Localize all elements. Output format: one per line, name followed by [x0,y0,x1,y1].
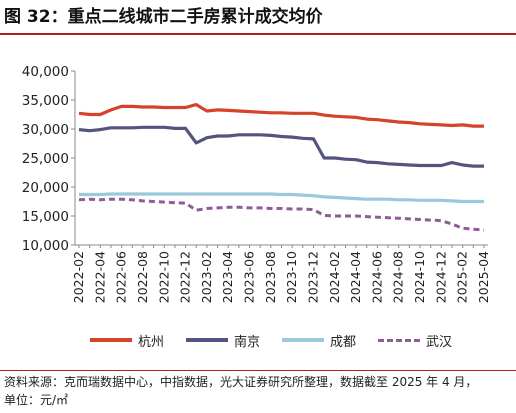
x-tick-label: 2023-02 [199,251,214,303]
x-tick-label: 2023-12 [305,251,320,303]
x-tick-label: 2022-08 [135,251,150,303]
x-tick-label: 2022-02 [71,251,86,303]
y-tick-label: 35,000 [22,93,69,109]
x-tick-label: 2023-06 [242,251,257,303]
legend-label: 杭州 [138,334,165,350]
x-tick-label: 2024-06 [369,251,384,303]
y-tick-label: 30,000 [22,122,69,138]
unit-note: 单位：元/㎡ [4,393,69,407]
x-tick-label: 2024-04 [348,251,363,303]
legend-swatch [378,338,421,342]
legend-label: 南京 [234,334,261,350]
figure-title: 图 32：重点二线城市二手房累计成交均价 [4,7,323,27]
footer-rule [0,370,516,371]
footer: 资料来源：克而瑞数据中心，中指数据，光大证券研究所整理，数据截至 2025 年 … [4,373,512,409]
plot-area [78,102,485,232]
source-note: 资料来源：克而瑞数据中心，中指数据，光大证券研究所整理，数据截至 2025 年 … [4,375,478,389]
legend-label: 武汉 [426,334,453,350]
x-tick-label: 2024-02 [327,251,342,303]
y-tick-label: 10,000 [22,238,69,254]
series-line-2 [79,192,484,204]
x-tick-label: 2024-10 [412,251,427,303]
x-tick-label: 2025-04 [476,251,491,303]
y-tick-label: 40,000 [22,64,69,80]
legend-swatch [186,338,229,342]
x-tick-label: 2024-08 [391,251,406,303]
legend: 杭州 南京 成都 武汉 [90,330,474,350]
x-tick-label: 2024-12 [433,251,448,303]
series-line-1 [78,125,484,168]
x-tick-label: 2022-12 [178,251,193,303]
y-axis: 10,000 15,000 20,000 25,000 30,000 35,000 40,0… [22,64,76,254]
legend-item: 南京 [186,331,260,350]
legend-item: 成都 [282,331,356,350]
x-tick-label: 2022-06 [114,251,129,303]
series-line-0 [78,102,484,128]
legend-swatch [282,338,325,342]
series-line-3 [78,197,485,232]
x-tick-label: 2022-04 [92,251,107,303]
y-tick-label: 25,000 [22,151,69,167]
x-tick-label: 2022-10 [156,251,171,303]
x-tick-label: 2023-08 [263,251,278,303]
x-tick-label: 2023-04 [220,251,235,303]
legend-swatch [90,338,132,342]
y-tick-label: 20,000 [22,180,69,196]
line-chart: 10,000 15,000 20,000 25,000 30,000 35,000 40,0… [22,64,491,303]
legend-item: 杭州 [90,331,164,350]
x-tick-label: 2023-10 [284,251,299,303]
y-tick-label: 15,000 [22,209,69,225]
legend-item: 武汉 [378,331,452,350]
x-tick-label: 2025-02 [455,251,470,303]
legend-label: 成都 [330,334,357,350]
x-axis: 2022-02 2022-04 2022-06 2022-08 2022-10 2022-… [71,244,491,303]
title-rule [0,33,516,35]
